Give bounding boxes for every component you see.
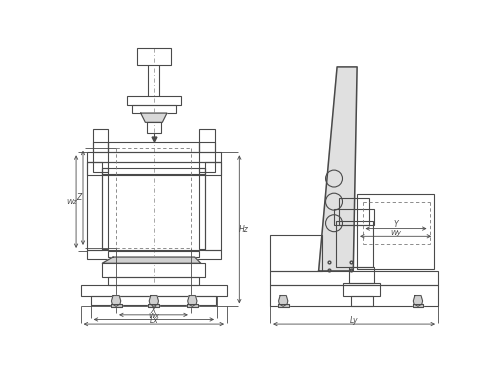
Bar — [350, 267, 374, 283]
Bar — [200, 168, 205, 249]
Polygon shape — [414, 296, 422, 306]
Bar — [270, 271, 438, 285]
Bar — [87, 250, 221, 260]
Bar — [357, 194, 434, 269]
Bar — [206, 162, 221, 250]
Bar — [102, 263, 206, 277]
Text: Lx: Lx — [150, 316, 158, 325]
Text: Z: Z — [76, 193, 82, 202]
Bar — [270, 285, 438, 306]
Polygon shape — [149, 296, 158, 306]
Polygon shape — [188, 296, 197, 306]
Bar — [87, 152, 221, 162]
Bar — [334, 210, 374, 225]
Bar — [93, 128, 108, 152]
Polygon shape — [148, 304, 159, 307]
Bar — [80, 285, 227, 296]
Text: Y: Y — [394, 220, 398, 229]
Polygon shape — [278, 304, 288, 307]
Polygon shape — [187, 304, 198, 307]
Bar — [127, 96, 181, 105]
Text: Wz: Wz — [66, 199, 76, 205]
Bar — [340, 198, 368, 225]
Bar — [137, 48, 171, 65]
Bar — [344, 283, 380, 296]
Text: X: X — [150, 307, 156, 315]
Bar — [90, 296, 216, 305]
Bar — [270, 235, 322, 271]
Bar — [87, 162, 102, 250]
Text: Hz: Hz — [239, 225, 249, 234]
Bar — [102, 168, 108, 249]
Bar — [147, 122, 161, 133]
Bar — [132, 105, 176, 113]
Polygon shape — [141, 113, 167, 122]
Bar — [108, 277, 200, 285]
Polygon shape — [110, 304, 122, 307]
Polygon shape — [102, 257, 201, 263]
Bar — [87, 162, 221, 176]
Polygon shape — [278, 296, 288, 306]
Bar — [93, 142, 108, 172]
Bar — [102, 168, 206, 174]
Text: Ly: Ly — [350, 316, 358, 325]
Bar — [108, 251, 200, 257]
Text: Wx: Wx — [148, 312, 160, 319]
Polygon shape — [412, 304, 424, 307]
Bar — [200, 142, 214, 172]
Bar — [336, 221, 372, 267]
Bar — [351, 296, 372, 306]
Polygon shape — [318, 67, 357, 271]
Bar — [200, 128, 214, 152]
Polygon shape — [112, 296, 120, 306]
Text: Wy: Wy — [390, 230, 401, 236]
Bar — [108, 142, 200, 152]
